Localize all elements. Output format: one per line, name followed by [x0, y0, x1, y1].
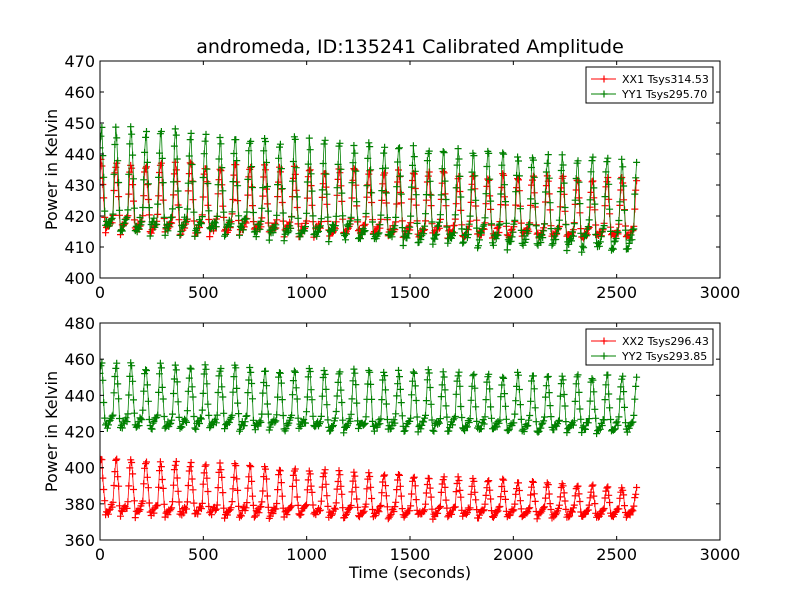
chart-2: 0 500 1000 1500 2000 2500 3000 360 380 400 420 440 4… [42, 314, 740, 582]
x-tick-label: 1500 [390, 545, 431, 564]
plot-area [100, 123, 641, 256]
legend: XX1 Tsys314.53 YY1 Tsys295.70 [585, 66, 714, 104]
y-tick-label: 450 [64, 114, 95, 133]
y-tick-label: 420 [64, 423, 95, 442]
y-axis-label: Power in Kelvin [42, 109, 61, 230]
y-tick-label: 420 [64, 207, 95, 226]
legend-swatch-marker [600, 90, 608, 98]
x-tick-label: 500 [188, 283, 219, 302]
y-tick-label: 470 [64, 52, 95, 71]
legend-entry: YY2 Tsys293.85 [621, 350, 707, 363]
y-tick-label: 460 [64, 350, 95, 369]
y-tick-label: 430 [64, 176, 95, 195]
y-tick-label: 400 [64, 459, 95, 478]
x-tick-label: 1000 [286, 283, 327, 302]
x-tick-label: 2500 [596, 545, 637, 564]
series-yy1 [100, 123, 641, 256]
legend-entry: YY1 Tsys295.70 [621, 88, 707, 101]
y-tick-label: 360 [64, 531, 95, 550]
x-tick-label: 1500 [390, 283, 431, 302]
x-tick-label: 2000 [493, 545, 534, 564]
x-tick-label: 2500 [596, 283, 637, 302]
legend: XX2 Tsys296.43 YY2 Tsys293.85 [585, 328, 714, 366]
x-tick-label: 2000 [493, 283, 534, 302]
x-tick-label: 3000 [700, 283, 741, 302]
y-tick-label: 440 [64, 145, 95, 164]
y-tick-label: 400 [64, 269, 95, 288]
x-tick-label: 1000 [286, 545, 327, 564]
series-yy2 [100, 359, 641, 438]
x-axis-label: Time (seconds) [348, 563, 471, 582]
legend-swatch-marker [600, 352, 608, 360]
legend-entry: XX2 Tsys296.43 [622, 335, 709, 348]
y-tick-label: 440 [64, 386, 95, 405]
series-markers [100, 359, 641, 438]
x-tick-label: 500 [188, 545, 219, 564]
series-markers [100, 123, 641, 256]
y-tick-label: 480 [64, 314, 95, 333]
x-tick-label: 3000 [700, 545, 741, 564]
chart-1: 0 500 1000 1500 2000 2500 3000 400 410 420 430 440 4… [42, 36, 740, 302]
legend-box [585, 66, 714, 104]
legend-swatch-marker [600, 75, 608, 83]
legend-swatch-marker [600, 337, 608, 345]
y-tick-label: 410 [64, 238, 95, 257]
x-tick-label: 0 [95, 545, 105, 564]
legend-box [585, 328, 714, 366]
series-xx2 [100, 455, 641, 523]
x-tick-label: 0 [95, 283, 105, 302]
legend-entry: XX1 Tsys314.53 [622, 73, 709, 86]
y-axis-label: Power in Kelvin [42, 371, 61, 492]
plot-area [100, 359, 641, 523]
series-markers [100, 455, 641, 523]
series-xx1 [100, 155, 641, 242]
series-markers [100, 155, 641, 242]
y-tick-label: 380 [64, 495, 95, 514]
chart-title: andromeda, ID:135241 Calibrated Amplitud… [196, 36, 624, 58]
y-tick-label: 460 [64, 83, 95, 102]
